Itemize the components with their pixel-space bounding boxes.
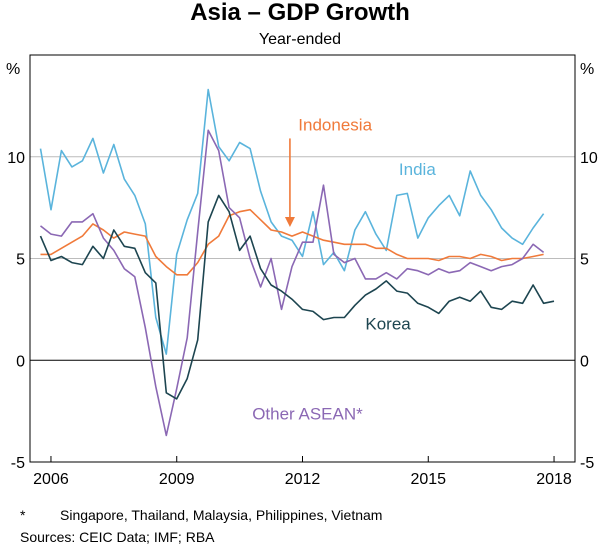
y-tick-left-0: 0 xyxy=(16,353,25,370)
y-tick-right-0: 0 xyxy=(580,353,589,370)
chart-title: Asia – GDP Growth xyxy=(190,0,410,26)
series-label-other-asean: Other ASEAN* xyxy=(252,404,363,423)
series-line-korea xyxy=(39,194,555,400)
footnote: Singapore, Thailand, Malaysia, Philippin… xyxy=(60,507,382,523)
series-label-indonesia: Indonesia xyxy=(298,115,372,134)
y-tick-right-5: 5 xyxy=(580,252,589,269)
footnote-marker: * xyxy=(20,507,26,523)
series-group xyxy=(39,88,555,437)
chart-subtitle: Year-ended xyxy=(259,31,341,48)
series-line-other-asean xyxy=(40,129,545,437)
series-line-india xyxy=(39,88,545,355)
y-tick-right-10: 10 xyxy=(580,150,598,167)
annotation-arrow xyxy=(284,138,295,227)
arrow-head xyxy=(284,216,295,227)
series-label-india: India xyxy=(399,160,436,179)
x-axis-ticks: 2006 2009 2012 2015 2018 xyxy=(33,456,572,488)
y-tick-left-neg5: -5 xyxy=(11,455,25,472)
series-line-indonesia xyxy=(40,208,544,276)
y-tick-right-neg5: -5 xyxy=(580,455,594,472)
x-tick-2006: 2006 xyxy=(33,471,69,488)
x-tick-2009: 2009 xyxy=(159,471,195,488)
series-label-korea: Korea xyxy=(365,315,411,334)
gridlines xyxy=(30,156,575,361)
x-tick-2018: 2018 xyxy=(536,471,572,488)
sources: Sources: CEIC Data; IMF; RBA xyxy=(20,529,215,545)
y-axis-ticks: -5 -5 0 0 5 5 10 10 xyxy=(7,150,598,472)
y-unit-left: % xyxy=(6,61,20,78)
x-tick-2012: 2012 xyxy=(285,471,321,488)
series-labels: India Indonesia Korea Other ASEAN* xyxy=(252,115,436,423)
y-tick-left-10: 10 xyxy=(7,150,25,167)
x-tick-2015: 2015 xyxy=(410,471,446,488)
y-tick-left-5: 5 xyxy=(16,252,25,269)
y-unit-right: % xyxy=(580,61,594,78)
